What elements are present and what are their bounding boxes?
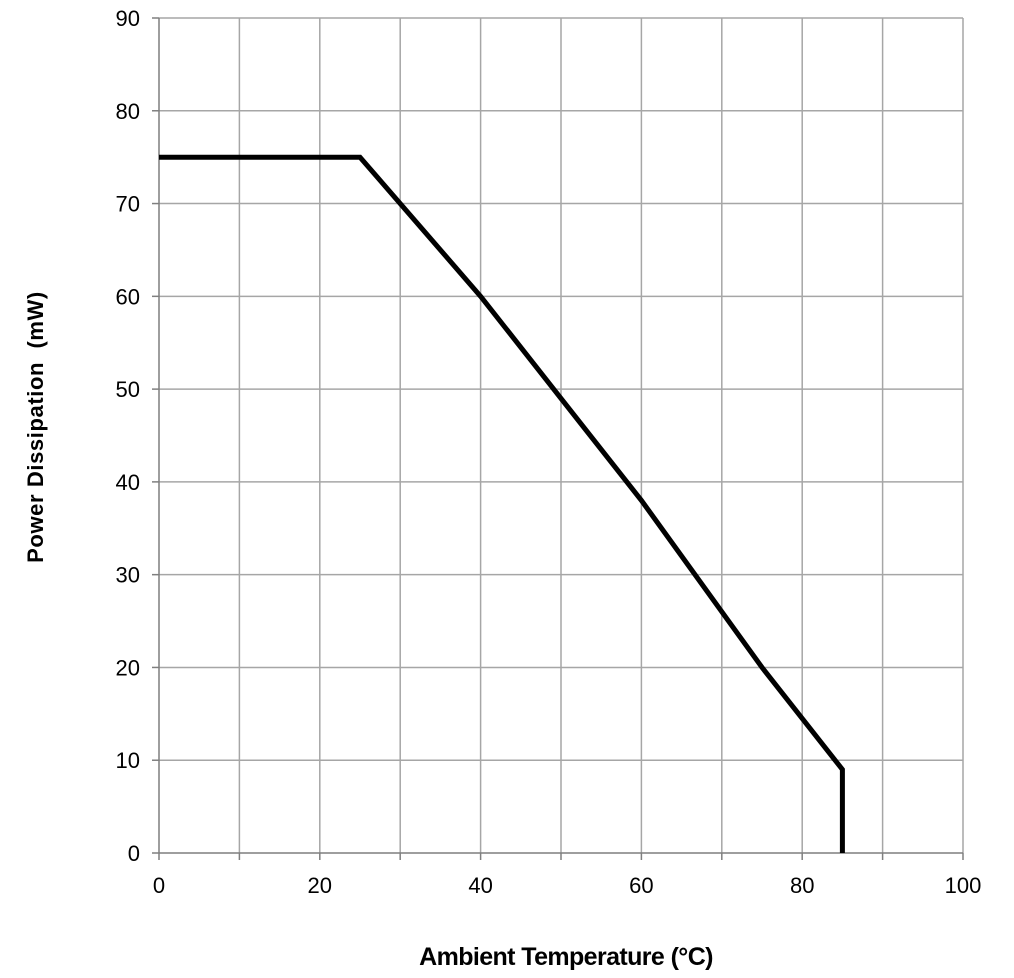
- x-tick-label: 60: [629, 873, 653, 898]
- x-tick-label: 80: [790, 873, 814, 898]
- y-tick-label: 30: [116, 563, 140, 588]
- y-tick-label: 0: [128, 841, 140, 866]
- x-tick-label: 100: [945, 873, 982, 898]
- y-axis-title: Power Dissipation (mW): [23, 291, 48, 563]
- x-axis-title: Ambient Temperature (°C): [419, 943, 713, 971]
- x-tick-labels: 0 20 40 60 80 100: [153, 873, 981, 898]
- grid: [159, 17, 964, 853]
- y-tick-label: 80: [116, 99, 140, 124]
- y-tick-label: 40: [116, 470, 140, 495]
- series-line: [159, 154, 845, 853]
- y-tick-label: 70: [116, 192, 140, 217]
- axes: [152, 17, 964, 860]
- y-tick-label: 50: [116, 377, 140, 402]
- y-tick-label: 60: [116, 284, 140, 309]
- y-tick-labels: 0 10 20 30 40 50 60 70 80 90: [116, 6, 140, 866]
- y-tick-label: 20: [116, 655, 140, 680]
- y-tick-label: 90: [116, 6, 140, 31]
- x-tick-label: 0: [153, 873, 165, 898]
- x-tick-label: 20: [308, 873, 332, 898]
- y-tick-label: 10: [116, 748, 140, 773]
- series-layer: [159, 154, 845, 853]
- x-tick-label: 40: [468, 873, 492, 898]
